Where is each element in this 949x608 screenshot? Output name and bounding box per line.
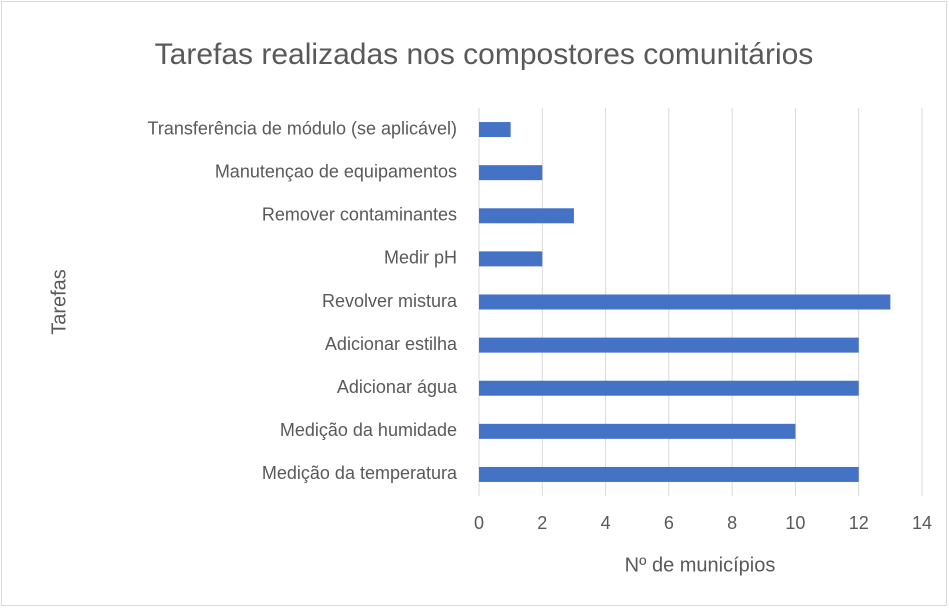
- x-tick-label: 10: [785, 513, 805, 533]
- bar: [479, 165, 543, 181]
- bar: [479, 380, 859, 396]
- y-tick-label: Medição da humidade: [280, 420, 457, 440]
- y-tick-label: Remover contaminantes: [262, 205, 457, 225]
- bar: [479, 251, 543, 267]
- x-tick-label: 6: [664, 513, 674, 533]
- y-tick-label: Revolver mistura: [322, 291, 458, 311]
- y-tick-label: Transferência de módulo (se aplicável): [148, 118, 457, 138]
- bar: [479, 208, 574, 224]
- x-tick-label: 2: [537, 513, 547, 533]
- y-tick-label: Medição da temperatura: [262, 463, 458, 483]
- y-tick-label: Adicionar água: [337, 377, 458, 397]
- chart-title: Tarefas realizadas nos compostores comun…: [155, 38, 814, 71]
- x-tick-label: 12: [849, 513, 869, 533]
- bar: [479, 294, 891, 310]
- x-tick-label: 0: [474, 513, 484, 533]
- bar: [479, 122, 511, 138]
- x-tick-label: 8: [727, 513, 737, 533]
- y-tick-label: Medir pH: [384, 248, 457, 268]
- bar: [479, 423, 796, 439]
- bar: [479, 466, 859, 482]
- y-tick-label: Manutençao de equipamentos: [215, 161, 457, 181]
- bar: [479, 337, 859, 353]
- y-tick-label: Adicionar estilha: [325, 334, 458, 354]
- x-axis-title: Nº de municípios: [625, 554, 776, 576]
- x-tick-label: 4: [601, 513, 611, 533]
- y-axis-title: Tarefas: [48, 269, 70, 335]
- x-tick-label: 14: [912, 513, 932, 533]
